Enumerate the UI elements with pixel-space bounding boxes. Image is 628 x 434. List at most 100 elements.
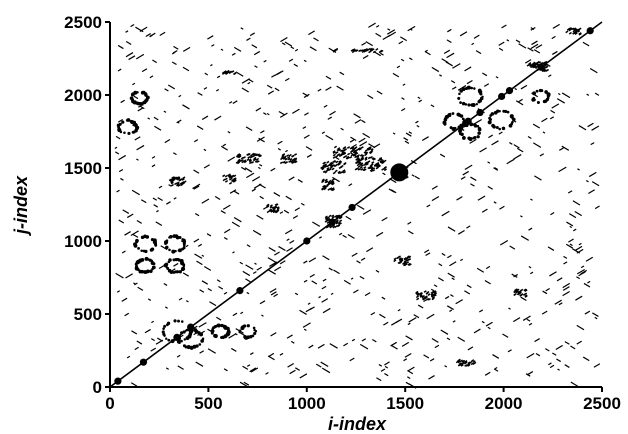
data-point	[255, 160, 259, 163]
data-point	[289, 158, 293, 161]
data-point	[484, 279, 491, 285]
data-point	[253, 158, 257, 162]
data-point	[449, 309, 453, 312]
data-point	[140, 90, 145, 95]
data-point	[294, 157, 298, 161]
data-point	[360, 146, 364, 149]
data-point	[322, 161, 326, 165]
data-point	[173, 262, 179, 267]
data-point	[439, 74, 442, 77]
data-point	[323, 184, 327, 188]
data-point	[270, 291, 277, 296]
data-point	[268, 352, 275, 357]
data-point	[193, 169, 200, 174]
data-point	[325, 86, 332, 91]
data-point	[422, 297, 426, 300]
data-point	[499, 205, 505, 210]
data-point	[332, 160, 336, 163]
data-point	[408, 263, 412, 266]
data-point	[180, 339, 183, 343]
data-point	[169, 268, 176, 273]
data-point	[182, 246, 186, 250]
data-point	[302, 322, 311, 328]
data-point	[576, 28, 581, 32]
data-point	[354, 119, 362, 124]
data-point	[360, 164, 365, 167]
data-point	[392, 72, 400, 78]
data-point	[440, 329, 449, 335]
data-point	[173, 319, 177, 323]
data-point	[459, 363, 464, 367]
data-point	[532, 123, 541, 129]
data-point	[278, 245, 286, 252]
data-point	[323, 165, 328, 169]
data-point	[232, 179, 236, 183]
data-point	[234, 332, 238, 336]
data-point	[461, 101, 466, 106]
data-point	[116, 123, 121, 128]
data-point	[222, 333, 231, 340]
data-point	[147, 298, 152, 301]
data-point	[530, 27, 536, 31]
data-point	[273, 293, 279, 298]
data-point	[464, 361, 468, 365]
data-point	[210, 64, 213, 67]
data-point	[576, 276, 581, 280]
data-point	[509, 114, 514, 119]
data-point	[125, 118, 129, 122]
data-point	[315, 363, 322, 368]
data-point	[228, 333, 237, 339]
data-point	[338, 171, 343, 175]
data-point	[323, 104, 328, 108]
data-point	[587, 280, 591, 284]
data-point	[194, 253, 203, 259]
data-point	[336, 224, 340, 227]
data-point	[349, 139, 355, 143]
data-point	[380, 368, 386, 372]
data-point	[372, 157, 376, 161]
diagonal-marker	[390, 163, 409, 182]
data-point	[174, 249, 177, 253]
data-point	[358, 161, 362, 165]
data-point	[520, 296, 527, 302]
data-point	[321, 167, 325, 171]
data-point	[513, 144, 520, 149]
y-tick-label: 1000	[64, 232, 102, 251]
data-point	[528, 266, 532, 269]
data-point	[337, 162, 341, 166]
data-point	[281, 153, 285, 157]
data-point	[201, 198, 210, 204]
data-point	[528, 227, 533, 231]
data-point	[182, 66, 190, 72]
data-point	[231, 70, 235, 73]
data-point	[331, 164, 335, 167]
data-point	[136, 144, 145, 151]
data-point	[365, 162, 369, 166]
data-point	[271, 206, 275, 210]
data-point	[408, 255, 412, 259]
data-point	[421, 294, 425, 298]
data-point	[227, 156, 236, 162]
data-point	[527, 136, 532, 140]
data-point	[573, 228, 577, 232]
data-point	[125, 273, 133, 279]
data-point	[357, 158, 361, 161]
data-point	[251, 44, 258, 49]
x-tick-label: 1000	[288, 394, 326, 413]
x-tick-label: 2500	[583, 394, 621, 413]
data-point	[451, 277, 455, 281]
data-point	[321, 131, 325, 135]
data-point	[192, 183, 201, 190]
data-point	[383, 166, 387, 170]
data-point	[248, 159, 253, 163]
data-point	[464, 364, 468, 367]
data-point	[237, 158, 241, 162]
data-point	[288, 176, 295, 181]
data-point	[221, 145, 228, 151]
data-point	[309, 46, 317, 52]
data-point	[370, 166, 374, 170]
data-point	[207, 348, 216, 354]
data-point	[425, 252, 431, 257]
data-point	[393, 259, 397, 263]
data-point	[375, 32, 382, 38]
